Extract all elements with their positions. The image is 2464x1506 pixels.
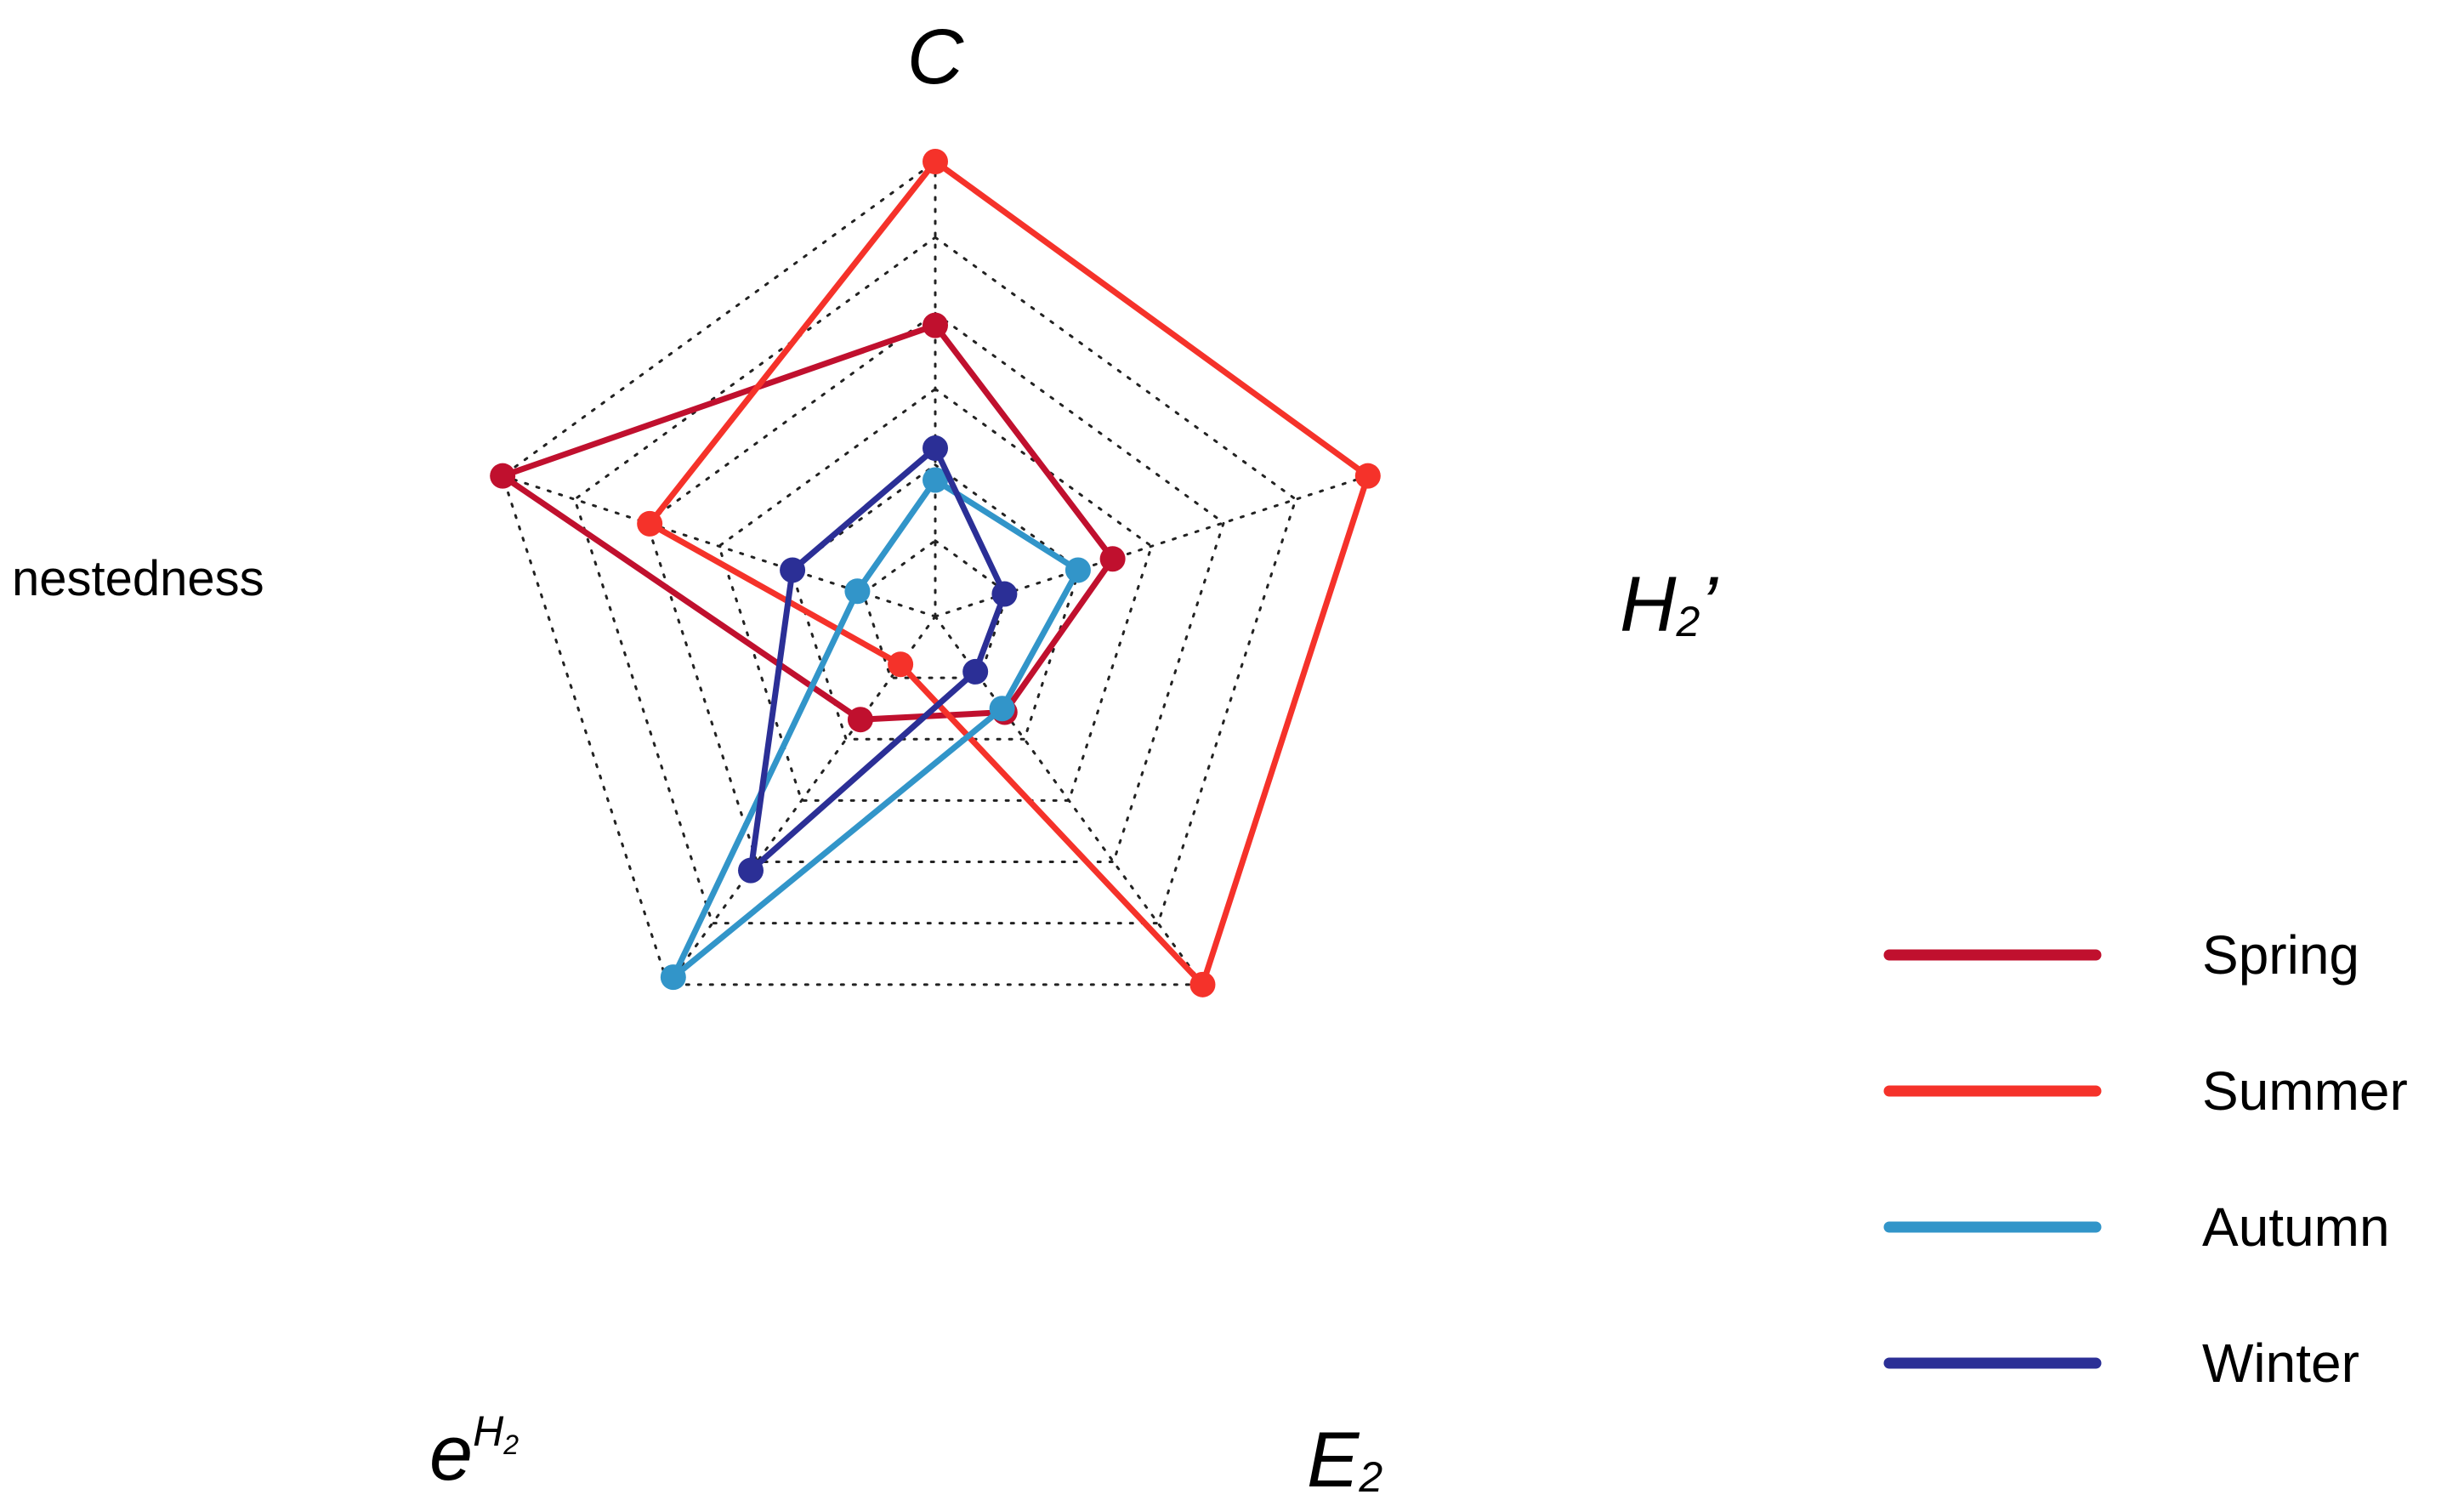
grid-spoke <box>501 475 937 618</box>
legend: Spring Summer Autumn Winter <box>1883 924 2408 1394</box>
data-point-winter <box>962 658 989 685</box>
axis-label-e2: E2 <box>1307 1417 1382 1503</box>
axis-label-c: C <box>907 14 964 100</box>
data-point-summer <box>1354 463 1381 489</box>
data-point-winter <box>780 557 806 583</box>
radar-grid <box>501 160 1370 986</box>
data-point-summer <box>1189 971 1216 997</box>
data-point-summer <box>888 651 914 678</box>
grid-spoke <box>667 615 937 986</box>
axis-label-nestedness: nestedness <box>12 551 264 606</box>
data-point-autumn <box>660 964 686 991</box>
series-line-autumn <box>670 477 1082 980</box>
legend-label-summer: Summer <box>2202 1060 2408 1122</box>
data-point-spring <box>923 312 948 338</box>
axis-label-eh2: eH2 <box>429 1407 519 1497</box>
data-point-autumn <box>989 696 1015 722</box>
data-point-winter <box>923 435 948 462</box>
data-point-autumn <box>844 578 871 605</box>
radar-series <box>490 149 1381 997</box>
grid-ring <box>645 311 1225 864</box>
series-line-spring <box>499 322 1116 723</box>
data-point-summer <box>637 510 663 537</box>
data-point-winter <box>991 581 1018 607</box>
grid-ring <box>573 236 1297 925</box>
grid-ring <box>717 387 1154 802</box>
axis-label-h2: H2’ <box>1620 561 1718 648</box>
grid-spoke <box>934 475 1370 618</box>
legend-label-autumn: Autumn <box>2202 1196 2390 1258</box>
series-line-winter <box>747 445 1008 874</box>
data-point-autumn <box>923 467 948 493</box>
grid-ring <box>861 538 1009 679</box>
grid-spoke <box>934 615 1204 986</box>
data-point-spring <box>847 707 873 733</box>
grid-ring <box>501 160 1370 986</box>
data-point-summer <box>923 149 948 174</box>
data-point-spring <box>1099 546 1126 572</box>
series-line-summer <box>646 158 1371 988</box>
data-point-spring <box>490 463 516 489</box>
legend-label-winter: Winter <box>2202 1333 2359 1394</box>
data-point-winter <box>738 857 764 884</box>
data-point-autumn <box>1065 557 1091 583</box>
axis-labels: C H2’ E2 eH2 nestedness <box>12 14 1718 1503</box>
legend-label-spring: Spring <box>2202 924 2359 986</box>
